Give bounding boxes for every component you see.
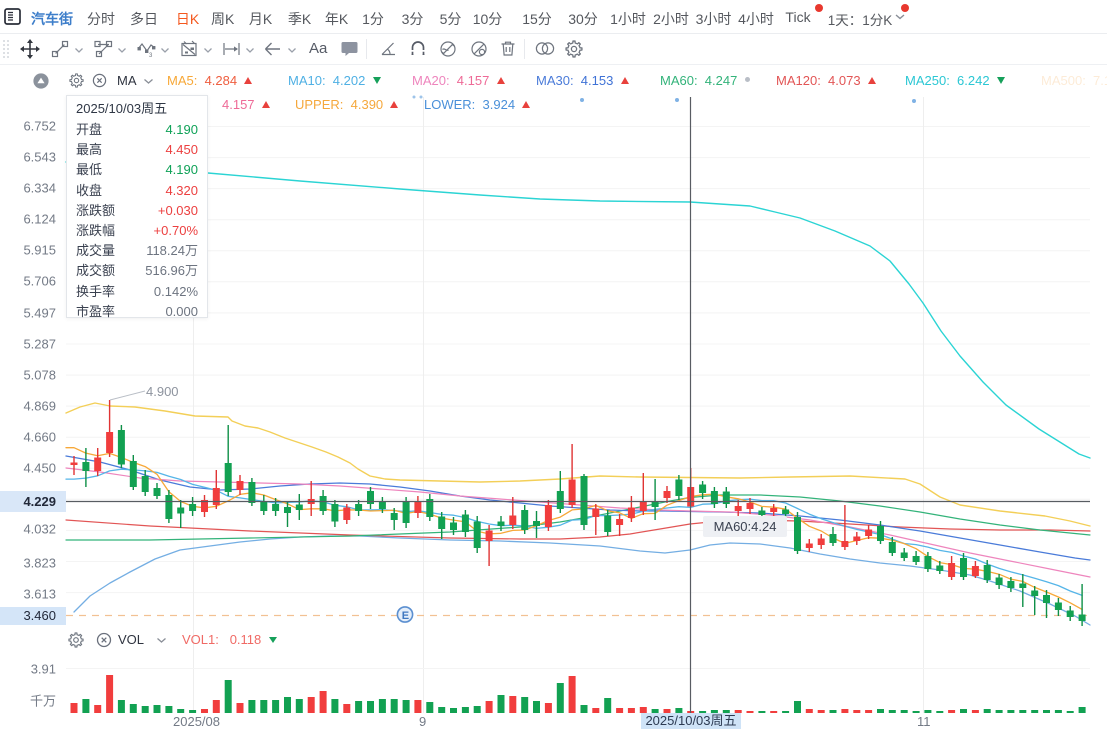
svg-text:E: E <box>402 610 409 622</box>
svg-text:3: 3 <box>149 53 153 58</box>
